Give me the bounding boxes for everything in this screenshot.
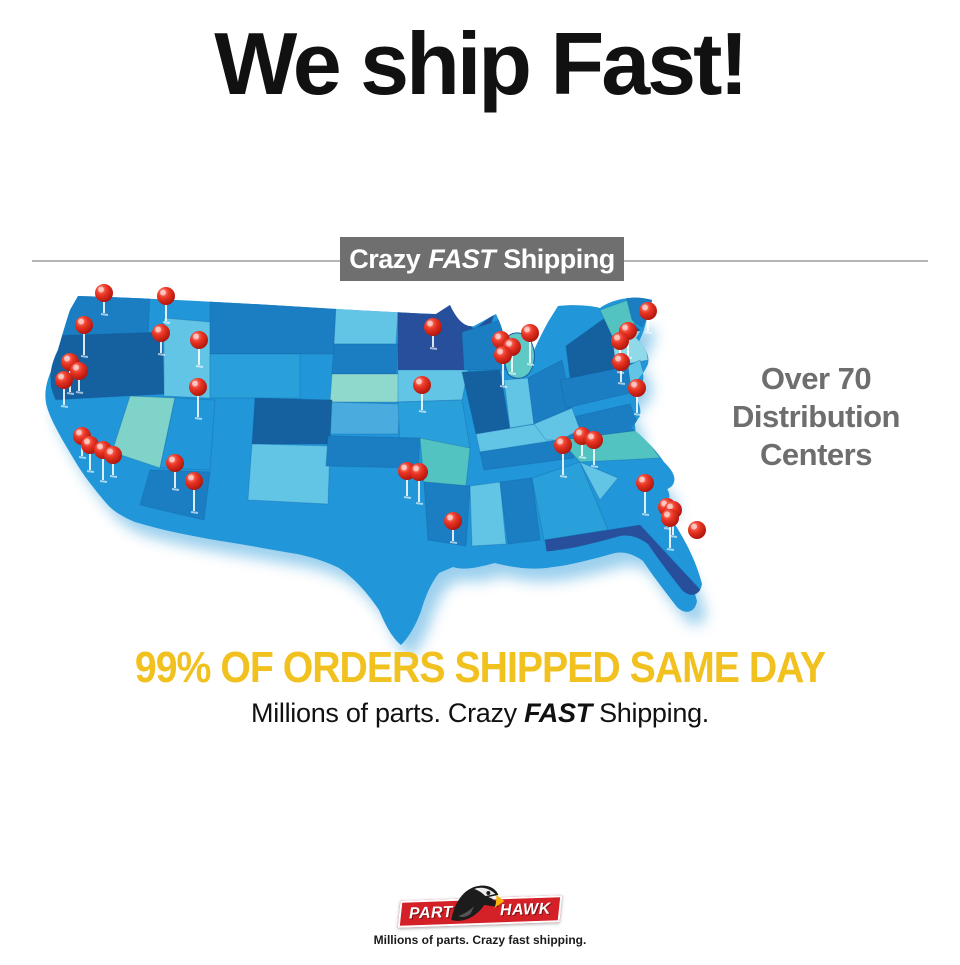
state-patches xyxy=(50,296,702,606)
sub-stat-pre: Millions of parts. Crazy xyxy=(251,698,517,728)
michigan-mitten xyxy=(503,332,535,379)
note-line-2: Distribution xyxy=(732,398,900,434)
page-title: We ship Fast! xyxy=(214,14,748,113)
banner-word-fast: FAST xyxy=(428,243,496,274)
logo-tagline: Millions of parts. Crazy fast shipping. xyxy=(373,933,587,947)
sub-stat-fast: FAST xyxy=(524,698,592,728)
note-line-1: Over 70 xyxy=(760,361,872,396)
sub-stat-line: Millions of parts. Crazy FAST Shipping. xyxy=(0,698,960,729)
hawk-head-icon xyxy=(451,885,505,921)
note-line-3: Centers xyxy=(760,436,872,472)
distribution-centers-note: Over 70 Distribution Centers xyxy=(700,360,932,473)
map-shadow xyxy=(54,326,706,658)
partshawk-logo: PARTS HAWK Millions of parts. Crazy fast… xyxy=(0,885,960,950)
same-day-stat: 99% OF ORDERS SHIPPED SAME DAY xyxy=(134,644,826,692)
banner-word-shipping: Shipping xyxy=(503,243,615,274)
map-extrusion xyxy=(45,313,697,645)
crazy-fast-shipping-banner: Crazy FAST Shipping xyxy=(340,237,624,281)
usa-outline xyxy=(50,296,702,628)
banner-word-crazy: Crazy xyxy=(349,243,421,274)
map-pins xyxy=(55,284,706,553)
sub-stat-post: Shipping. xyxy=(599,698,709,728)
logo-word-hawk: HAWK xyxy=(499,900,552,919)
